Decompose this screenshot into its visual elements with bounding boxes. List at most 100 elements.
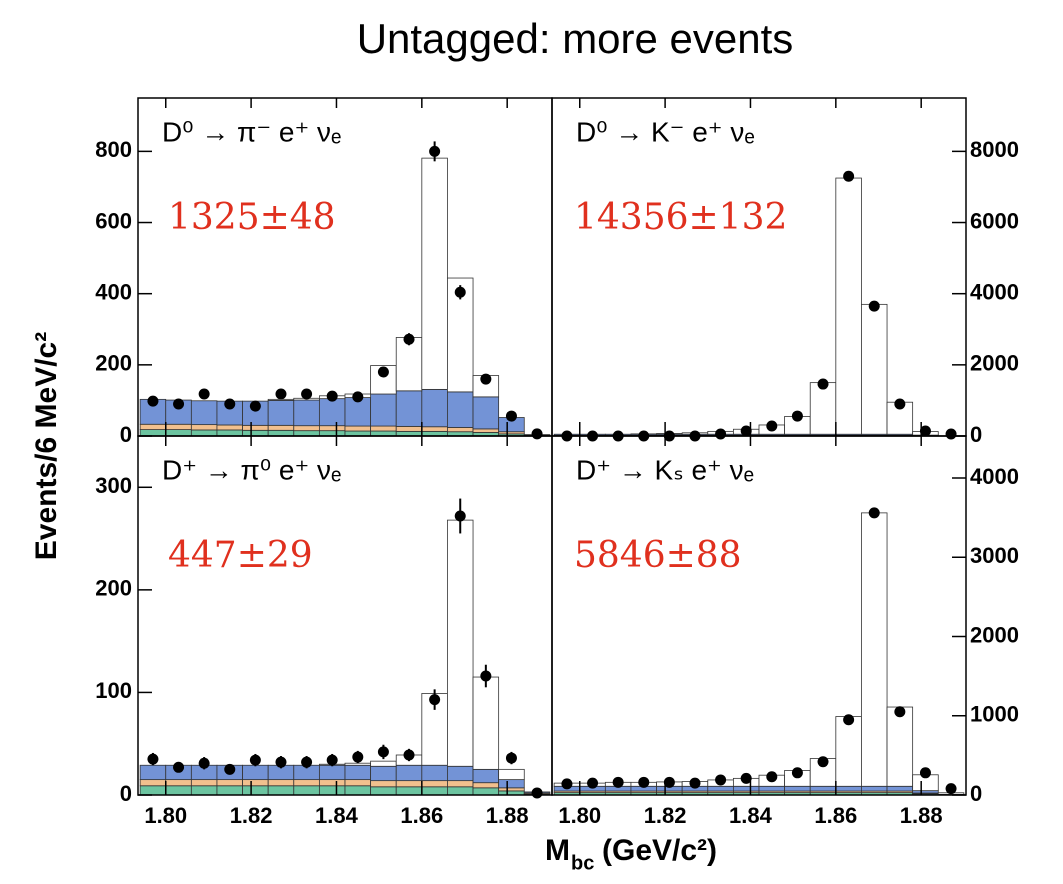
histogram-bar: [447, 780, 474, 788]
histogram-bar: [293, 779, 320, 787]
histogram-bar: [835, 716, 862, 787]
data-point: [301, 388, 313, 400]
data-point: [454, 510, 466, 522]
panel-frame: [551, 97, 967, 437]
data-point: [198, 757, 210, 769]
histogram-bar: [139, 764, 167, 781]
y-tick-label: 2000: [970, 622, 1019, 647]
data-point: [843, 170, 855, 182]
y-tick-label: 600: [95, 208, 132, 233]
panel-title: D⁰ → K⁻ e⁺ νₑ: [576, 116, 755, 147]
data-point: [326, 390, 338, 402]
data-point: [561, 778, 573, 790]
data-point: [249, 754, 261, 766]
histogram-bar: [395, 786, 423, 796]
histogram-bar: [370, 393, 397, 427]
histogram-bar: [421, 388, 448, 428]
data-point: [612, 776, 624, 788]
histogram-bar: [344, 779, 372, 787]
histogram-bar: [861, 303, 888, 435]
data-point: [377, 366, 389, 378]
data-point: [817, 756, 829, 768]
data-point: [147, 753, 159, 765]
y-tick-label: 0: [970, 422, 982, 447]
data-point: [173, 761, 185, 773]
histogram-bar: [421, 786, 448, 796]
data-point: [894, 398, 906, 410]
histogram-bar: [267, 779, 295, 787]
histogram-bar: [165, 423, 192, 430]
histogram-bar: [242, 429, 269, 437]
histogram-bar: [886, 706, 914, 787]
histogram-bar: [447, 765, 474, 782]
x-tick-label: 1.84: [315, 803, 359, 828]
x-axis-symbol: M: [545, 834, 570, 867]
histogram-bar: [835, 785, 862, 792]
histogram-bar: [267, 429, 295, 437]
data-point: [740, 425, 752, 437]
histogram-bar: [421, 764, 448, 782]
histogram-bar: [370, 425, 397, 432]
histogram-bar: [267, 785, 295, 796]
histogram-bar: [216, 424, 243, 431]
annotation: 447±29: [168, 535, 313, 576]
data-point: [791, 410, 803, 422]
histogram-bar: [293, 785, 320, 796]
data-point: [249, 400, 261, 412]
annotation: 5846±88: [574, 535, 742, 576]
data-point: [766, 420, 778, 432]
data-point: [663, 776, 675, 788]
y-tick-label: 4000: [970, 464, 1019, 489]
histogram-bar: [318, 430, 346, 437]
y-tick-label: 4000: [970, 279, 1019, 304]
data-point: [505, 410, 517, 422]
histogram-bar: [139, 423, 167, 430]
histogram-bar: [809, 785, 837, 792]
histogram-bar: [732, 785, 760, 792]
x-tick-label: 1.80: [144, 803, 187, 828]
data-point: [894, 706, 906, 718]
y-tick-label: 300: [95, 473, 132, 498]
histogram-bar: [861, 512, 888, 787]
histogram-bar: [190, 424, 218, 431]
histogram-bar: [293, 399, 320, 427]
histogram-bar: [190, 429, 218, 437]
histogram-bar: [472, 787, 500, 796]
histogram-bar: [242, 764, 269, 781]
data-point: [531, 428, 543, 440]
histogram-bar: [498, 779, 525, 789]
histogram-bar: [421, 780, 448, 788]
histogram-bar: [190, 785, 218, 796]
y-tick-label: 1000: [970, 702, 1019, 727]
histogram-bar: [242, 779, 269, 787]
histogram-bar: [472, 782, 500, 789]
data-point: [945, 428, 957, 440]
data-point: [403, 333, 415, 345]
histogram-bar: [344, 785, 372, 796]
histogram-bar: [242, 785, 269, 796]
histogram-bar: [472, 428, 500, 433]
histogram-bar: [447, 391, 474, 428]
x-tick-label: 1.88: [900, 803, 943, 828]
data-point: [587, 777, 599, 789]
histogram-bar: [472, 676, 500, 770]
data-point: [868, 300, 880, 312]
data-point: [198, 388, 210, 400]
histogram-bar: [447, 786, 474, 796]
data-point: [480, 373, 492, 385]
y-tick-label: 6000: [970, 208, 1019, 233]
histogram-bar: [267, 424, 295, 431]
histogram-bar: [472, 768, 500, 784]
histogram-bar: [758, 785, 786, 792]
y-tick-label: 100: [95, 678, 132, 703]
histogram-bar: [861, 785, 888, 792]
histogram-bar: [293, 425, 320, 432]
data-point: [301, 756, 313, 768]
histogram-bar: [370, 765, 397, 782]
histogram-bar: [344, 762, 372, 766]
histogram-bar: [139, 429, 167, 437]
data-point: [224, 398, 236, 410]
histogram-bar: [447, 427, 474, 433]
data-point: [224, 763, 236, 775]
